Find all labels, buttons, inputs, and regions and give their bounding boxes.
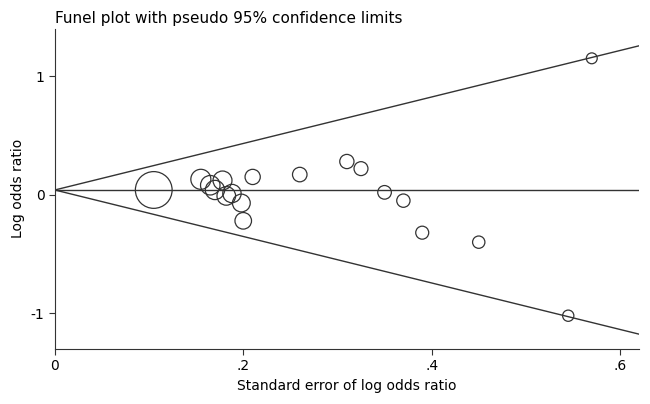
Point (248, 174, 258, 180)
Point (398, 198, 409, 204)
Point (221, 193, 231, 199)
Point (417, 229, 428, 236)
Point (356, 165, 366, 172)
Point (236, 200, 246, 206)
Point (294, 171, 305, 178)
Point (227, 190, 237, 197)
Point (149, 187, 159, 193)
Point (238, 218, 248, 224)
Point (474, 239, 484, 245)
Point (342, 158, 352, 165)
Point (380, 189, 390, 196)
Point (205, 182, 215, 188)
Y-axis label: Log odds ratio: Log odds ratio (11, 139, 25, 238)
Point (210, 187, 220, 193)
Point (217, 177, 228, 184)
Text: Funel plot with pseudo 95% confidence limits: Funel plot with pseudo 95% confidence li… (55, 11, 402, 26)
Point (563, 312, 573, 319)
Point (196, 176, 206, 183)
Point (586, 55, 597, 61)
X-axis label: Standard error of log odds ratio: Standard error of log odds ratio (237, 379, 456, 393)
